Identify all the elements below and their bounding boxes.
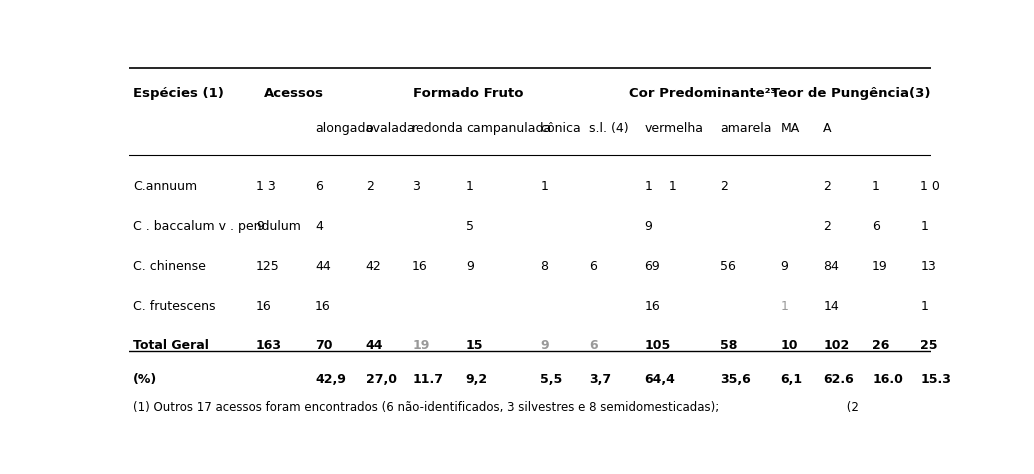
Text: 44: 44	[366, 339, 384, 352]
Text: MA: MA	[781, 121, 800, 135]
Text: 9: 9	[541, 339, 549, 352]
Text: 62.6: 62.6	[823, 374, 854, 386]
Text: 1 3: 1 3	[255, 180, 276, 193]
Text: Total Geral: Total Geral	[133, 339, 209, 352]
Text: 44: 44	[315, 260, 331, 273]
Text: 11.7: 11.7	[413, 374, 444, 386]
Text: 1: 1	[541, 180, 548, 193]
Text: (%): (%)	[133, 374, 157, 386]
Text: 42: 42	[366, 260, 382, 273]
Text: 1: 1	[920, 220, 929, 233]
Text: 25: 25	[920, 339, 938, 352]
Text: C. chinense: C. chinense	[133, 260, 206, 273]
Text: C . baccalum v . pendulum: C . baccalum v . pendulum	[133, 220, 301, 233]
Text: redonda: redonda	[413, 121, 464, 135]
Text: 19: 19	[872, 260, 888, 273]
Text: 125: 125	[255, 260, 279, 273]
Text: vermelha: vermelha	[644, 121, 703, 135]
Text: 5: 5	[465, 220, 474, 233]
Text: ovalada: ovalada	[366, 121, 416, 135]
Text: s.l. (4): s.l. (4)	[589, 121, 629, 135]
Text: 105: 105	[644, 339, 671, 352]
Text: C. frutescens: C. frutescens	[133, 301, 216, 313]
Text: 5,5: 5,5	[541, 374, 562, 386]
Text: 163: 163	[255, 339, 282, 352]
Text: 64,4: 64,4	[644, 374, 675, 386]
Text: 9: 9	[465, 260, 474, 273]
Text: 27,0: 27,0	[366, 374, 397, 386]
Text: 35,6: 35,6	[720, 374, 751, 386]
Text: 4: 4	[315, 220, 323, 233]
Text: 16: 16	[255, 301, 272, 313]
Text: 42,9: 42,9	[315, 374, 346, 386]
Text: 1: 1	[465, 180, 474, 193]
Text: cônica: cônica	[541, 121, 581, 135]
Text: 56: 56	[720, 260, 736, 273]
Text: 9: 9	[644, 220, 652, 233]
Text: alongada: alongada	[315, 121, 373, 135]
Text: campanulada: campanulada	[465, 121, 551, 135]
Text: 6,1: 6,1	[781, 374, 802, 386]
Text: Teor de Pungência(3): Teor de Pungência(3)	[770, 87, 931, 100]
Text: 70: 70	[315, 339, 333, 352]
Text: 15.3: 15.3	[920, 374, 951, 386]
Text: 16: 16	[413, 260, 428, 273]
Text: 1: 1	[872, 180, 880, 193]
Text: 84: 84	[823, 260, 840, 273]
Text: 3,7: 3,7	[589, 374, 611, 386]
Text: 6: 6	[589, 260, 597, 273]
Text: 6: 6	[315, 180, 323, 193]
Text: 9: 9	[781, 260, 789, 273]
Text: 2: 2	[720, 180, 728, 193]
Text: 102: 102	[823, 339, 850, 352]
Text: Acessos: Acessos	[264, 87, 324, 100]
Text: 2: 2	[823, 180, 831, 193]
Text: 9: 9	[255, 220, 264, 233]
Text: 2: 2	[823, 220, 831, 233]
Text: 16: 16	[644, 301, 661, 313]
Text: A: A	[823, 121, 831, 135]
Text: 6: 6	[589, 339, 598, 352]
Text: 1: 1	[920, 301, 929, 313]
Text: (1) Outros 17 acessos foram encontrados (6 não-identificados, 3 silvestres e 8 s: (1) Outros 17 acessos foram encontrados …	[133, 401, 859, 414]
Text: 16.0: 16.0	[872, 374, 903, 386]
Text: 6: 6	[872, 220, 880, 233]
Text: 8: 8	[541, 260, 548, 273]
Text: C.annuum: C.annuum	[133, 180, 197, 193]
Text: 13: 13	[920, 260, 936, 273]
Text: 2: 2	[366, 180, 373, 193]
Text: 58: 58	[720, 339, 737, 352]
Text: Cor Predominante²³: Cor Predominante²³	[629, 87, 776, 100]
Text: 19: 19	[413, 339, 429, 352]
Text: 1 0: 1 0	[920, 180, 940, 193]
Text: 15: 15	[465, 339, 483, 352]
Text: 16: 16	[315, 301, 331, 313]
Text: 3: 3	[413, 180, 420, 193]
Text: 9,2: 9,2	[465, 374, 488, 386]
Text: 10: 10	[781, 339, 798, 352]
Text: 26: 26	[872, 339, 889, 352]
Text: 1    1: 1 1	[644, 180, 676, 193]
Text: amarela: amarela	[720, 121, 771, 135]
Text: Formado Fruto: Formado Fruto	[413, 87, 523, 100]
Text: 14: 14	[823, 301, 839, 313]
Text: 1: 1	[781, 301, 789, 313]
Text: Espécies (1): Espécies (1)	[133, 87, 224, 100]
Text: 69: 69	[644, 260, 661, 273]
